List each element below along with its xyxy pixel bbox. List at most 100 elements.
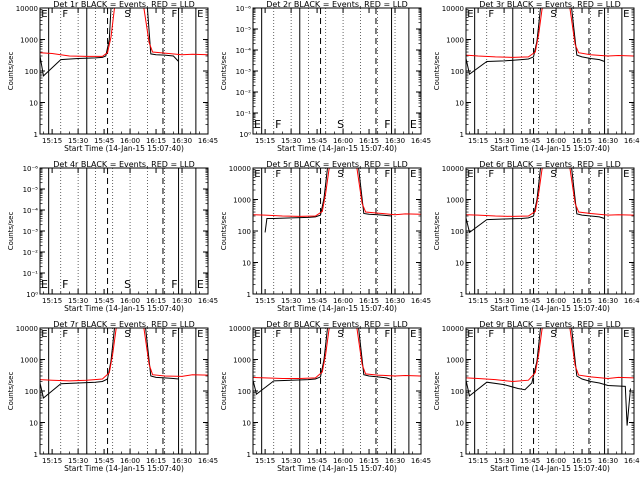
x-tick-label: 15:30: [494, 457, 514, 465]
y-tick-label: 100: [238, 388, 251, 396]
phase-letter: E: [410, 118, 417, 131]
x-tick-label: 16:45: [624, 137, 640, 145]
series-lld-line: [40, 8, 208, 57]
y-tick-label: 10: [242, 420, 251, 428]
series-lld-line: [40, 328, 208, 382]
phase-letter: E: [254, 329, 260, 340]
x-tick-label: 15:30: [68, 297, 88, 305]
x-tick-label: 15:15: [42, 457, 62, 465]
phase-letter: E: [41, 278, 48, 291]
y-tick-label: 10000: [442, 165, 464, 173]
phase-letter: S: [550, 169, 556, 180]
y-tick-label: 1000: [20, 37, 38, 45]
x-tick-label: 16:15: [359, 297, 379, 305]
phase-letter: E: [197, 9, 203, 20]
x-tick-label: 15:15: [468, 457, 488, 465]
plot-frame: [465, 327, 635, 455]
plot-frame: [39, 327, 209, 455]
x-tick-label: 15:45: [520, 297, 540, 305]
x-tick-label: 16:30: [172, 137, 192, 145]
y-tick-label: 100: [451, 228, 464, 236]
phase-letter: F: [384, 169, 390, 180]
panel-title: Det 4r BLACK = Events, RED = LLD: [53, 160, 195, 169]
phase-letter: S: [550, 9, 556, 20]
panel-title: Det 6r BLACK = Events, RED = LLD: [479, 160, 621, 169]
x-tick-label: 16:00: [546, 137, 566, 145]
x-tick-label: 16:00: [120, 297, 140, 305]
x-tick-label: 15:15: [42, 137, 62, 145]
x-tick-label: 15:30: [494, 297, 514, 305]
phase-letter: F: [597, 169, 603, 180]
y-axis-label: Counts/sec: [7, 212, 15, 251]
panel-title: Det 7r BLACK = Events, RED = LLD: [53, 320, 195, 329]
x-axis-label: Start Time (14-Jan-15 15:07:40): [64, 144, 184, 153]
phase-letter: E: [467, 9, 473, 20]
phase-letter: F: [275, 169, 281, 180]
x-tick-label: 16:30: [385, 137, 405, 145]
x-tick-label: 16:15: [572, 297, 592, 305]
phase-letter: S: [337, 118, 344, 131]
series-lld-line: [466, 328, 634, 383]
detector-panel-5: Det 5r BLACK = Events, RED = LLD 1 10 100 10…: [220, 160, 431, 313]
x-tick-label: 15:30: [68, 137, 88, 145]
panel-title: Det 1r BLACK = Events, RED = LLD: [53, 0, 195, 9]
x-tick-label: 15:15: [255, 457, 275, 465]
y-tick-label: 10000: [442, 325, 464, 333]
phase-letter: E: [623, 329, 629, 340]
x-tick-label: 15:45: [94, 137, 114, 145]
x-tick-label: 16:45: [624, 297, 640, 305]
y-tick-label: 1: [247, 451, 251, 459]
y-tick-label: 10: [242, 260, 251, 268]
x-tick-label: 15:45: [520, 457, 540, 465]
y-tick-label: 100: [25, 68, 38, 76]
panel-title: Det 9r BLACK = Events, RED = LLD: [479, 320, 621, 329]
y-axis-label: Counts/sec: [7, 372, 15, 411]
phase-letter: S: [337, 169, 343, 180]
y-axis-label: Counts/sec: [433, 372, 441, 411]
phase-letter: E: [623, 9, 629, 20]
plot-frame: [252, 7, 422, 135]
phase-letter: F: [62, 9, 68, 20]
y-tick-label: 10⁻²: [236, 89, 252, 97]
detector-panel-3: Det 3r BLACK = Events, RED = LLD 1 10 100 10…: [433, 0, 640, 153]
phase-letter: S: [337, 329, 343, 340]
phase-letter: F: [171, 9, 177, 20]
phase-letter: F: [384, 118, 390, 131]
phase-letter: F: [597, 329, 603, 340]
phase-letter: F: [171, 278, 177, 291]
x-tick-label: 16:00: [120, 137, 140, 145]
x-tick-label: 15:45: [307, 457, 327, 465]
x-tick-label: 15:45: [520, 137, 540, 145]
x-tick-label: 16:15: [146, 457, 166, 465]
y-tick-label: 1000: [233, 197, 251, 205]
y-tick-label: 10⁻¹: [23, 270, 39, 278]
y-axis-label: Counts/sec: [433, 212, 441, 251]
x-tick-label: 16:00: [546, 297, 566, 305]
x-tick-label: 16:00: [120, 457, 140, 465]
phase-letter: E: [467, 169, 473, 180]
y-tick-label: 1: [460, 451, 464, 459]
x-tick-label: 16:45: [624, 457, 640, 465]
plot-frame: [39, 167, 209, 295]
y-tick-label: 10⁻⁵: [23, 186, 39, 194]
y-tick-label: 100: [238, 228, 251, 236]
x-tick-label: 15:45: [94, 297, 114, 305]
x-tick-label: 15:15: [255, 137, 275, 145]
y-tick-label: 10: [455, 420, 464, 428]
detector-panel-4: Det 4r BLACK = Events, RED = LLD 10⁰ 10⁻¹ 1…: [7, 160, 218, 313]
x-tick-label: 15:30: [281, 137, 301, 145]
plot-frame: [252, 327, 422, 455]
x-tick-label: 16:00: [333, 297, 353, 305]
y-tick-label: 1: [460, 291, 464, 299]
x-tick-label: 16:00: [546, 457, 566, 465]
panel-title: Det 5r BLACK = Events, RED = LLD: [266, 160, 408, 169]
panel-title: Det 3r BLACK = Events, RED = LLD: [479, 0, 621, 9]
phase-letter: E: [410, 169, 416, 180]
series-events-line: [264, 168, 392, 233]
x-tick-label: 16:15: [146, 297, 166, 305]
y-tick-label: 10⁻⁴: [23, 207, 39, 215]
y-tick-label: 1: [34, 131, 38, 139]
y-tick-label: 10: [455, 100, 464, 108]
phase-letter: E: [197, 329, 203, 340]
